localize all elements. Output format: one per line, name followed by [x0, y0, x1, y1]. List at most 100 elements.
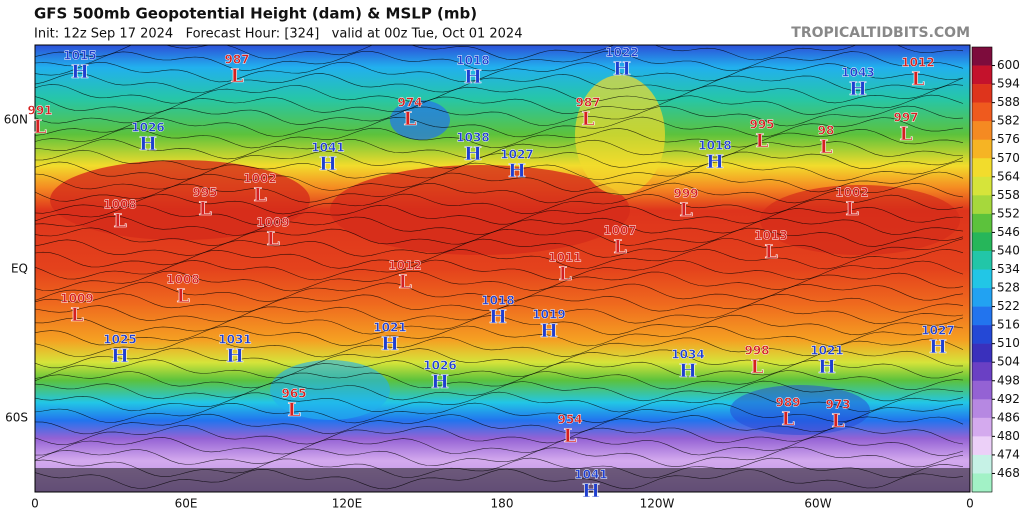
center-letter: H — [431, 371, 449, 393]
isobar — [35, 270, 964, 292]
center-letter: H — [226, 345, 244, 367]
center-letter: H — [489, 306, 507, 328]
center-letter: H — [319, 153, 337, 175]
center-pressure: 1026 — [131, 121, 164, 135]
trough — [730, 385, 870, 435]
isobar — [35, 380, 964, 402]
isobar — [35, 116, 964, 138]
center-letter: L — [899, 123, 912, 145]
colorbar-label: 540 — [997, 243, 1020, 257]
center-pressure: 1041 — [311, 141, 344, 155]
center-letter: L — [563, 425, 576, 447]
title: GFS 500mb Geopotential Height (dam) & MS… — [34, 5, 477, 23]
colorbar-label: 564 — [997, 169, 1020, 183]
center-letter: L — [33, 116, 46, 138]
colorbar-swatch — [972, 306, 992, 326]
center-pressure: 1021 — [373, 321, 406, 335]
center-pressure: 1009 — [60, 292, 93, 306]
x-axis-label: 60W — [804, 497, 831, 511]
colorbar-label: 486 — [997, 410, 1020, 424]
center-letter: H — [818, 356, 836, 378]
center-pressure: 987 — [224, 53, 249, 67]
colorbar-label: 588 — [997, 95, 1020, 109]
isobar — [35, 182, 964, 204]
colorbar-swatch — [972, 176, 992, 196]
colorbar-swatch — [972, 362, 992, 382]
colorbar-swatch — [972, 47, 992, 66]
center-pressure: 1002 — [835, 186, 868, 200]
colorbar-swatch — [972, 84, 992, 103]
center-pressure: 1026 — [423, 359, 456, 373]
center-letter: L — [755, 130, 768, 152]
colorbar-label: 468 — [997, 466, 1020, 480]
isobar — [35, 370, 964, 390]
isobar — [35, 281, 964, 302]
center-letter: L — [398, 271, 411, 293]
isobar — [35, 314, 964, 336]
center-pressure: 1041 — [574, 468, 607, 482]
colorbar-label: 570 — [997, 151, 1020, 165]
center-pressure: 1025 — [103, 333, 136, 347]
colorbar-label: 528 — [997, 281, 1020, 295]
center-pressure: 98 — [818, 124, 835, 138]
colorbar-label: 516 — [997, 318, 1020, 332]
x-axis-label: 0 — [31, 497, 39, 511]
colorbar-swatch — [972, 232, 992, 252]
center-pressure: 999 — [673, 187, 698, 201]
center-pressure: 989 — [775, 396, 800, 410]
colorbar-swatch — [972, 213, 992, 233]
center-pressure: 974 — [397, 96, 422, 110]
isobar — [35, 72, 964, 94]
center-letter: H — [508, 160, 526, 182]
center-pressure: 1018 — [456, 54, 489, 68]
center-letter: L — [403, 108, 416, 130]
isobar — [35, 347, 964, 369]
isobar — [35, 325, 964, 347]
colorbar-swatch — [972, 380, 992, 400]
ridge — [330, 165, 630, 255]
colorbar-swatch — [972, 288, 992, 307]
isobar — [35, 204, 964, 226]
center-pressure: 1034 — [671, 348, 704, 362]
center-pressure: 1038 — [456, 131, 489, 145]
colorbar-swatch — [972, 325, 992, 344]
center-pressure: 1021 — [810, 344, 843, 358]
y-axis-label: EQ — [11, 262, 28, 276]
center-pressure: 1008 — [166, 273, 199, 287]
center-pressure: 973 — [825, 398, 850, 412]
center-letter: L — [750, 356, 763, 378]
isobar — [35, 193, 964, 215]
center-pressure: 1002 — [243, 172, 276, 186]
colorbar-label: 534 — [997, 262, 1020, 276]
isobar — [35, 160, 964, 181]
center-pressure: 1011 — [548, 251, 581, 265]
center-pressure: 1013 — [754, 229, 787, 243]
center-letter: H — [582, 480, 600, 502]
colorbar-label: 582 — [997, 114, 1020, 128]
colorbar-label: 510 — [997, 336, 1020, 350]
center-pressure: 965 — [281, 387, 306, 401]
isobar — [35, 468, 964, 490]
center-pressure: 1012 — [388, 259, 421, 273]
center-letter: L — [911, 68, 924, 90]
colorbar-swatch — [972, 139, 992, 159]
center-letter: H — [613, 58, 631, 80]
isobar — [35, 457, 964, 479]
center-pressure: 1027 — [500, 148, 533, 162]
isobar — [35, 402, 964, 424]
center-letter: L — [253, 184, 266, 206]
colorbar-label: 552 — [997, 206, 1020, 220]
colorbar-swatch — [972, 417, 992, 437]
isobar — [35, 138, 963, 160]
center-letter: L — [230, 65, 243, 87]
center-pressure: 1012 — [901, 56, 934, 70]
y-axis-label: 60N — [4, 113, 28, 127]
center-letter: H — [540, 320, 558, 342]
center-letter: L — [287, 399, 300, 421]
center-pressure: 1008 — [103, 198, 136, 212]
colorbar-swatch — [972, 399, 992, 419]
center-letter: H — [139, 133, 157, 155]
x-axis-label: 60E — [175, 497, 198, 511]
isobar — [35, 45, 964, 61]
